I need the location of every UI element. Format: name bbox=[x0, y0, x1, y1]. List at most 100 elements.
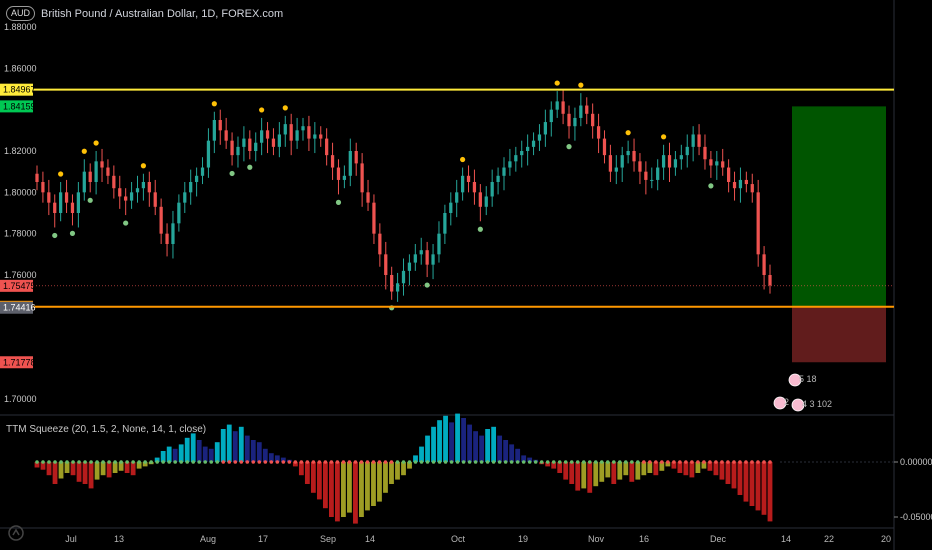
trade-marker-icon bbox=[788, 373, 802, 387]
histogram-bar bbox=[683, 462, 689, 476]
histogram-bar bbox=[316, 462, 322, 500]
candle-body bbox=[59, 192, 63, 213]
candle-body bbox=[561, 101, 565, 114]
candle-body bbox=[212, 120, 216, 141]
squeeze-dot bbox=[654, 460, 658, 464]
candle-body bbox=[520, 151, 524, 156]
fractal-high-dot bbox=[140, 163, 147, 169]
squeeze-dot bbox=[83, 460, 87, 464]
indicator-label[interactable]: TTM Squeeze (20, 1.5, 2, None, 14, 1, cl… bbox=[6, 424, 207, 435]
histogram-bar bbox=[371, 462, 376, 506]
histogram-bar bbox=[407, 462, 412, 469]
fractal-high-dot bbox=[625, 130, 631, 136]
candle-body bbox=[153, 192, 157, 207]
squeeze-dot bbox=[359, 460, 364, 464]
histogram-bar bbox=[551, 462, 557, 469]
candle-body bbox=[744, 179, 748, 185]
tradingview-logo-icon[interactable] bbox=[8, 525, 24, 541]
trade-marker-label: 4 3 102 bbox=[802, 399, 832, 409]
fractal-low-dot bbox=[69, 230, 76, 236]
squeeze-dot bbox=[756, 460, 760, 464]
histogram-bar bbox=[653, 462, 659, 476]
candle-body bbox=[159, 206, 163, 234]
histogram-bar bbox=[629, 462, 635, 482]
candle-body bbox=[437, 233, 441, 255]
candle-body bbox=[543, 122, 547, 135]
histogram-bar bbox=[40, 462, 46, 470]
squeeze-dot bbox=[95, 460, 99, 464]
histogram-bar bbox=[401, 462, 406, 476]
candle-body bbox=[277, 134, 281, 147]
histogram-bar bbox=[166, 446, 172, 462]
squeeze-dot bbox=[113, 460, 117, 464]
candle-body bbox=[336, 167, 341, 180]
squeeze-dot bbox=[239, 460, 244, 464]
squeeze-dot bbox=[353, 460, 358, 464]
candle-body bbox=[319, 134, 323, 139]
histogram-bar bbox=[106, 462, 112, 478]
candle-body bbox=[407, 262, 412, 271]
candle-body bbox=[425, 250, 429, 265]
candle-body bbox=[656, 167, 660, 180]
histogram-bar bbox=[154, 457, 160, 462]
squeeze-dot bbox=[551, 460, 556, 464]
squeeze-dot bbox=[708, 460, 712, 464]
histogram-bar bbox=[521, 455, 527, 462]
squeeze-dot bbox=[197, 460, 202, 464]
squeeze-dot bbox=[377, 460, 382, 464]
squeeze-dot bbox=[768, 460, 772, 464]
fractal-low-dot bbox=[708, 183, 714, 189]
squeeze-dot bbox=[341, 460, 346, 464]
squeeze-dot bbox=[119, 460, 123, 464]
fractal-high-dot bbox=[460, 156, 466, 163]
squeeze-dot bbox=[269, 460, 274, 464]
squeeze-dot bbox=[407, 460, 412, 464]
price-tag-label: 1.84967 bbox=[3, 85, 36, 95]
candle-body bbox=[632, 151, 636, 162]
squeeze-dot bbox=[371, 460, 376, 464]
histogram-bar bbox=[743, 462, 749, 502]
candle-body bbox=[697, 134, 701, 147]
fractal-low-dot bbox=[335, 199, 342, 205]
x-tick-label: 16 bbox=[639, 534, 649, 544]
histogram-bar bbox=[124, 462, 130, 473]
symbol-title: British Pound / Australian Dollar, 1D, F… bbox=[41, 7, 284, 20]
candle-body bbox=[508, 161, 512, 168]
candle-body bbox=[466, 175, 471, 182]
currency-badge[interactable]: AUD bbox=[6, 6, 36, 21]
squeeze-dot bbox=[521, 460, 526, 464]
histogram-bar bbox=[341, 462, 346, 517]
histogram-bar bbox=[304, 462, 310, 484]
histogram-bar bbox=[226, 424, 232, 462]
squeeze-dot bbox=[678, 460, 682, 464]
squeeze-dot bbox=[41, 460, 45, 464]
candle-body bbox=[596, 126, 601, 139]
trade-marker-label: 5 18 bbox=[799, 374, 817, 384]
squeeze-dot bbox=[515, 460, 520, 464]
histogram-bar bbox=[419, 446, 424, 462]
candle-body bbox=[750, 184, 754, 193]
histogram-bar bbox=[202, 446, 208, 462]
candle-body bbox=[602, 138, 607, 156]
histogram-bar bbox=[377, 462, 382, 502]
candle-body bbox=[82, 171, 86, 193]
candle-body bbox=[366, 192, 370, 203]
fractal-high-dot bbox=[93, 140, 99, 146]
candle-body bbox=[177, 202, 181, 224]
candle-body bbox=[549, 109, 553, 123]
candle-body bbox=[455, 192, 459, 203]
squeeze-dot bbox=[479, 460, 484, 464]
candle-body bbox=[644, 171, 648, 180]
candle-body bbox=[218, 120, 222, 131]
histogram-bar bbox=[136, 462, 142, 469]
squeeze-dot bbox=[455, 460, 460, 464]
histogram-bar bbox=[298, 462, 304, 476]
squeeze-dot bbox=[714, 460, 718, 464]
price-tick-label: 1.70000 bbox=[4, 394, 37, 404]
candle-body bbox=[265, 130, 270, 139]
candle-body bbox=[390, 275, 394, 292]
squeeze-dot bbox=[329, 460, 334, 464]
histogram-bar bbox=[70, 462, 76, 476]
histogram-bar bbox=[383, 462, 388, 493]
